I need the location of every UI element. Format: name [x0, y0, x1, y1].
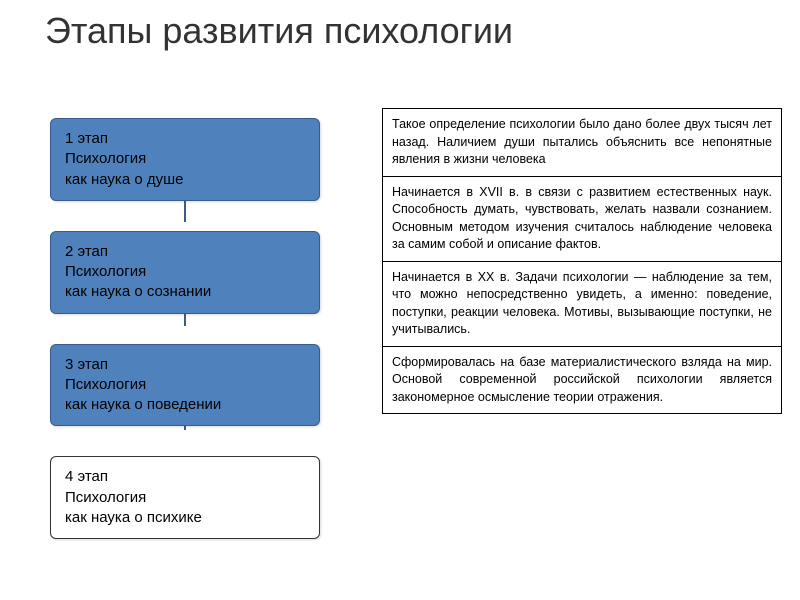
- stage-1-line1: 1 этап: [65, 129, 305, 149]
- table-row: Сформировалась на базе материалистическо…: [383, 346, 782, 414]
- desc-cell-4: Сформировалась на базе материалистическо…: [383, 346, 782, 414]
- stage-4-line2: Психология: [65, 488, 305, 508]
- stage-box-1: 1 этап Психология как наука о душе: [50, 118, 320, 201]
- stage-box-4: 4 этап Психология как наука о психике: [50, 456, 320, 539]
- stages-column: 1 этап Психология как наука о душе 2 эта…: [50, 118, 320, 569]
- table-row: Такое определение психологии было дано б…: [383, 109, 782, 177]
- stage-2-line1: 2 этап: [65, 242, 305, 262]
- table-row: Начинается в XVII в. в связи с развитием…: [383, 176, 782, 261]
- title-text: Этапы развития психологии: [45, 10, 513, 51]
- stage-box-2: 2 этап Психология как наука о сознании: [50, 231, 320, 314]
- stage-2-line2: Психология: [65, 262, 305, 282]
- stage-3-line2: Психология: [65, 375, 305, 395]
- table-row: Начинается в XX в. Задачи психологии — н…: [383, 261, 782, 346]
- stage-4-line1: 4 этап: [65, 467, 305, 487]
- stage-3-line3: как наука о поведении: [65, 395, 305, 415]
- stage-1-line3: как наука о душе: [65, 170, 305, 190]
- description-table: Такое определение психологии было дано б…: [382, 108, 782, 414]
- desc-cell-3: Начинается в XX в. Задачи психологии — н…: [383, 261, 782, 346]
- stage-box-3: 3 этап Психология как наука о поведении: [50, 344, 320, 427]
- stage-1-line2: Психология: [65, 149, 305, 169]
- stage-4-line3: как наука о психике: [65, 508, 305, 528]
- desc-cell-1: Такое определение психологии было дано б…: [383, 109, 782, 177]
- stage-3-line1: 3 этап: [65, 355, 305, 375]
- page-title: Этапы развития психологии: [45, 10, 513, 51]
- desc-cell-2: Начинается в XVII в. в связи с развитием…: [383, 176, 782, 261]
- stage-2-line3: как наука о сознании: [65, 282, 305, 302]
